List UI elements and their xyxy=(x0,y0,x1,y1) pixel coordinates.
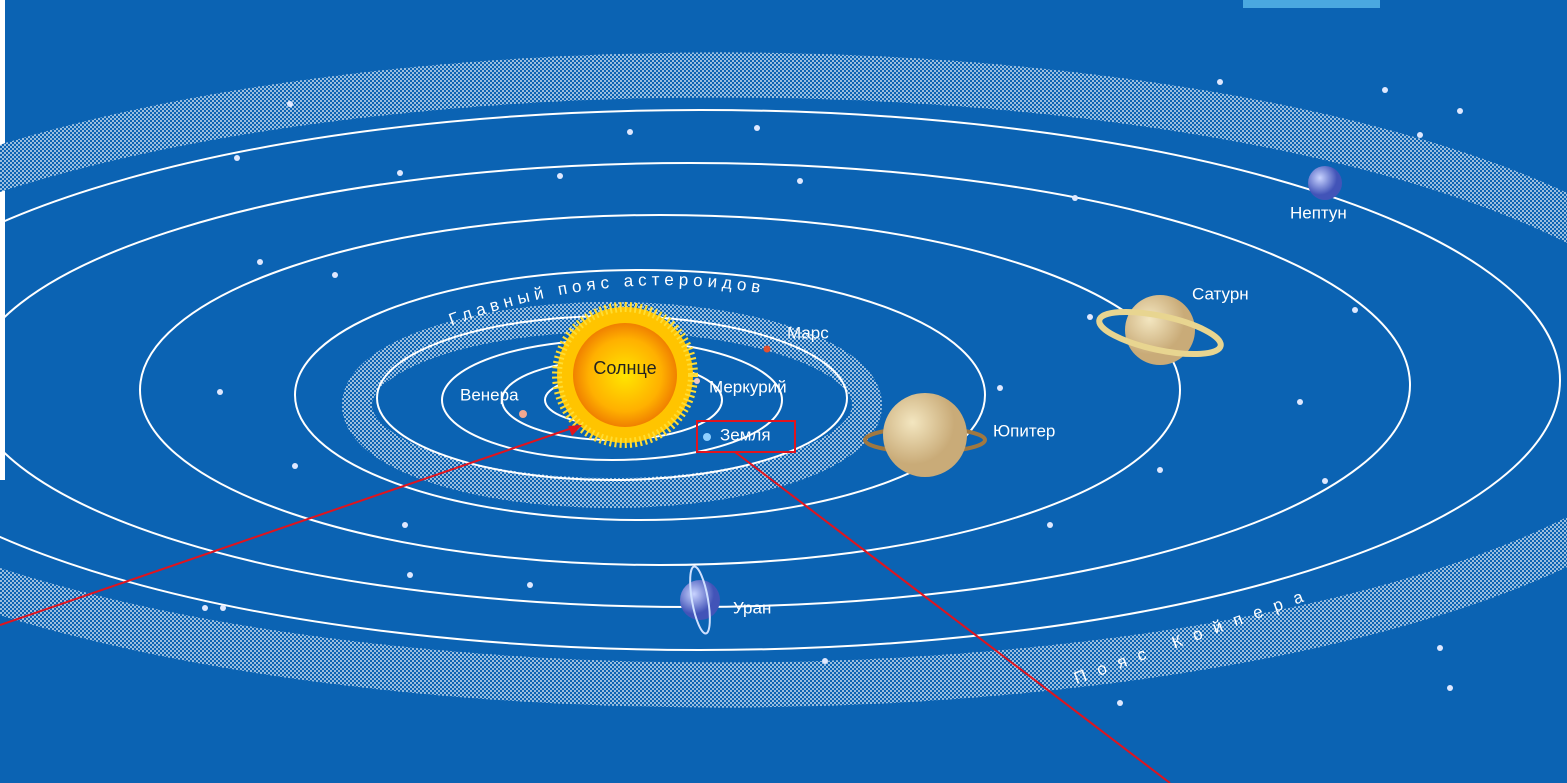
mars xyxy=(763,345,771,353)
tab xyxy=(1243,0,1380,8)
uranus-ring xyxy=(689,565,711,635)
orbit xyxy=(294,269,986,521)
orbit xyxy=(0,109,1561,651)
planets xyxy=(519,166,1342,635)
label: Меркурий xyxy=(709,377,787,396)
mercury xyxy=(694,378,700,384)
orbit xyxy=(139,214,1181,566)
saturn-ring xyxy=(1096,308,1224,358)
label: Нептун xyxy=(1290,203,1347,222)
label: Юпитер xyxy=(993,421,1055,440)
earth xyxy=(703,433,711,441)
pointer-arrow xyxy=(568,425,582,436)
label: Венера xyxy=(460,385,519,404)
label: Земля xyxy=(720,425,771,444)
sun-body xyxy=(573,323,677,427)
label: Уран xyxy=(733,598,771,617)
edge xyxy=(0,0,5,480)
kuiper-belt xyxy=(0,52,1567,708)
sun: Солнце xyxy=(552,302,698,448)
stars xyxy=(202,79,1463,706)
pointer-line xyxy=(0,425,579,626)
jupiter xyxy=(883,393,967,477)
venus xyxy=(519,410,527,418)
label: Сатурн xyxy=(1192,284,1249,303)
label: Марс xyxy=(787,323,829,342)
neptune xyxy=(1308,166,1342,200)
annotations xyxy=(0,420,1171,783)
uranus xyxy=(680,580,720,620)
pointer-line xyxy=(734,451,1171,783)
sun-label: Солнце xyxy=(593,358,656,378)
highlight-box xyxy=(696,420,796,453)
